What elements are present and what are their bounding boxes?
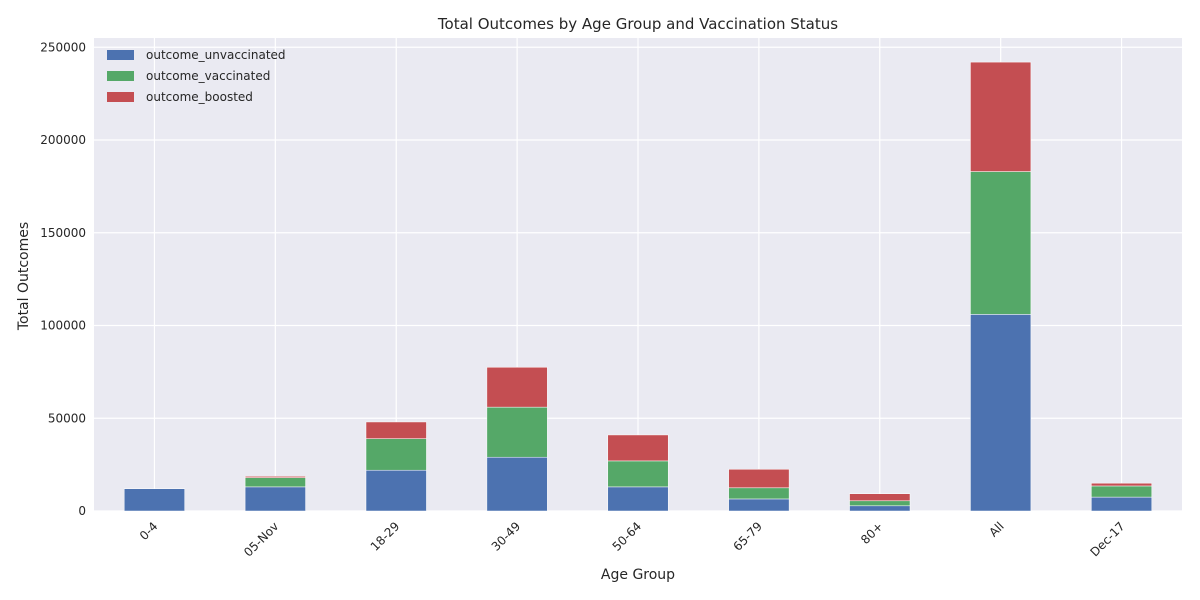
- bar-outcome_boosted: [607, 434, 669, 462]
- bar-outcome_unvaccinated: [970, 314, 1032, 512]
- x-tick-label: 65-79: [730, 519, 765, 554]
- chart-title: Total Outcomes by Age Group and Vaccinat…: [437, 15, 838, 33]
- x-tick-label: 05-Nov: [241, 519, 281, 559]
- y-tick-label: 50000: [48, 411, 86, 425]
- x-axis-label: Age Group: [601, 567, 675, 583]
- bar-outcome_unvaccinated: [607, 486, 669, 512]
- bar-outcome_boosted: [244, 476, 306, 478]
- bar-outcome_vaccinated: [1091, 485, 1153, 498]
- bar-outcome_vaccinated: [365, 438, 427, 471]
- bar-outcome_boosted: [365, 421, 427, 439]
- legend-swatch: [107, 50, 134, 60]
- bar-outcome_boosted: [728, 469, 790, 489]
- bar-outcome_vaccinated: [849, 500, 911, 507]
- x-tick-label: 0-4: [137, 519, 161, 543]
- bar-outcome_unvaccinated: [728, 498, 790, 512]
- legend-swatch: [107, 71, 134, 81]
- legend-entry: outcome_vaccinated: [146, 69, 270, 83]
- bar-outcome_unvaccinated: [849, 505, 911, 512]
- bar-outcome_boosted: [849, 493, 911, 502]
- y-tick-label: 200000: [40, 133, 86, 147]
- y-tick-label: 100000: [40, 319, 86, 333]
- bar-outcome_boosted: [486, 366, 548, 408]
- bar-outcome_vaccinated: [728, 487, 790, 500]
- bar-outcome_boosted: [1091, 482, 1153, 487]
- y-tick-label: 150000: [40, 226, 86, 240]
- x-tick-label: Dec-17: [1087, 519, 1127, 559]
- legend-swatch: [107, 92, 134, 102]
- legend: outcome_unvaccinated outcome_vaccinatedou…: [107, 48, 286, 104]
- plot-area: 0 50000 100000 150000 200000 250000 0-4 05-Nov 1…: [40, 38, 1182, 560]
- bar-outcome_unvaccinated: [1091, 496, 1153, 512]
- y-axis-label: Total Outcomes: [16, 222, 32, 331]
- y-tick-label: 250000: [40, 40, 86, 54]
- x-tick-label: 50-64: [610, 519, 645, 554]
- bar-outcome_unvaccinated: [365, 469, 427, 512]
- bar-outcome_vaccinated: [244, 477, 306, 488]
- x-tick-label: 30-49: [489, 519, 524, 554]
- bar-outcome_boosted: [970, 61, 1032, 172]
- x-tick-label: All: [986, 519, 1006, 539]
- bar-outcome_unvaccinated: [486, 456, 548, 512]
- x-tick-label: 80+: [858, 519, 886, 547]
- x-tick-label: 18-29: [368, 519, 403, 554]
- legend-entry: outcome_boosted: [146, 90, 253, 104]
- bar-outcome_vaccinated: [486, 406, 548, 458]
- bar-outcome_unvaccinated: [244, 486, 306, 512]
- bar-outcome_vaccinated: [607, 460, 669, 488]
- legend-entry: outcome_unvaccinated: [146, 48, 286, 62]
- y-tick-label: 0: [78, 504, 86, 518]
- bar-outcome_unvaccinated: [123, 488, 185, 512]
- bar-outcome_vaccinated: [970, 171, 1032, 315]
